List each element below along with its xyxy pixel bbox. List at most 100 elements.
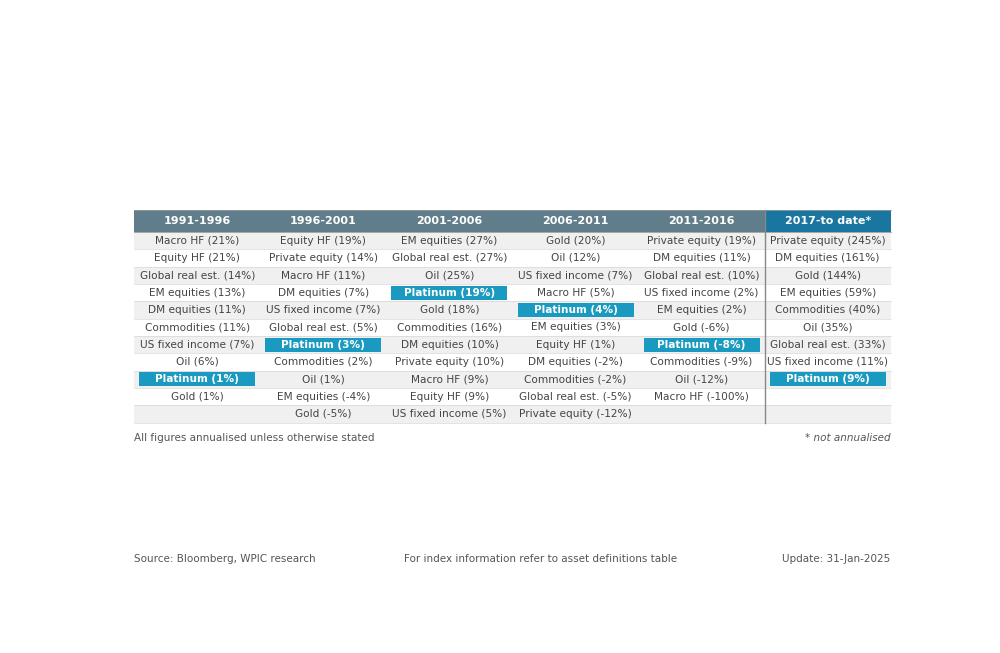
Bar xyxy=(260,232,386,249)
Text: Platinum (4%): Platinum (4%) xyxy=(534,305,617,315)
Bar xyxy=(512,336,639,353)
Bar xyxy=(134,301,260,319)
Text: Macro HF (-100%): Macro HF (-100%) xyxy=(654,392,749,402)
Text: EM equities (-4%): EM equities (-4%) xyxy=(277,392,370,402)
Bar xyxy=(639,319,765,336)
Text: Global real est. (27%): Global real est. (27%) xyxy=(392,253,507,263)
Bar xyxy=(134,232,260,249)
Bar xyxy=(765,336,891,353)
Bar xyxy=(386,249,513,266)
Text: Update: 31-Jan-2025: Update: 31-Jan-2025 xyxy=(782,554,891,564)
Bar xyxy=(765,388,891,406)
Text: DM equities (10%): DM equities (10%) xyxy=(401,340,498,349)
Bar xyxy=(260,388,386,406)
Bar xyxy=(134,210,260,232)
Bar xyxy=(386,284,513,301)
Text: Gold (-6%): Gold (-6%) xyxy=(673,323,730,332)
Bar xyxy=(765,353,891,370)
Bar xyxy=(260,210,386,232)
Bar xyxy=(639,370,765,388)
Text: Gold (144%): Gold (144%) xyxy=(795,270,861,280)
Text: US fixed income (2%): US fixed income (2%) xyxy=(644,287,759,298)
Bar xyxy=(639,388,765,406)
Text: Private equity (-12%): Private equity (-12%) xyxy=(519,409,632,419)
Bar xyxy=(639,406,765,422)
Bar xyxy=(518,303,634,317)
Bar xyxy=(134,249,260,266)
Bar xyxy=(134,336,260,353)
Text: DM equities (161%): DM equities (161%) xyxy=(775,253,880,263)
Bar xyxy=(765,301,891,319)
Text: Gold (18%): Gold (18%) xyxy=(420,305,479,315)
Bar xyxy=(512,388,639,406)
Text: Commodities (16%): Commodities (16%) xyxy=(397,323,502,332)
Bar xyxy=(765,370,891,388)
Text: Global real est. (-5%): Global real est. (-5%) xyxy=(519,392,632,402)
Text: 1996-2001: 1996-2001 xyxy=(290,216,357,226)
Bar xyxy=(386,353,513,370)
Bar xyxy=(134,266,260,284)
Text: Platinum (19%): Platinum (19%) xyxy=(404,287,495,298)
Text: Gold (-5%): Gold (-5%) xyxy=(295,409,352,419)
Bar xyxy=(639,210,765,232)
Bar xyxy=(765,249,891,266)
Text: Platinum (1%): Platinum (1%) xyxy=(155,374,239,384)
Bar xyxy=(260,301,386,319)
Bar xyxy=(639,284,765,301)
Bar xyxy=(386,210,513,232)
Text: Oil (35%): Oil (35%) xyxy=(803,323,852,332)
Bar xyxy=(260,266,386,284)
Text: 1991-1996: 1991-1996 xyxy=(164,216,231,226)
Text: US fixed income (5%): US fixed income (5%) xyxy=(392,409,507,419)
Bar xyxy=(639,232,765,249)
Text: US fixed income (11%): US fixed income (11%) xyxy=(767,357,888,367)
Text: Oil (25%): Oil (25%) xyxy=(425,270,474,280)
Bar xyxy=(391,285,507,300)
Text: Platinum (9%): Platinum (9%) xyxy=(786,374,870,384)
Text: Platinum (-8%): Platinum (-8%) xyxy=(657,340,746,349)
Text: Equity HF (9%): Equity HF (9%) xyxy=(410,392,489,402)
Bar xyxy=(512,406,639,422)
Text: Private equity (19%): Private equity (19%) xyxy=(647,236,756,246)
Text: DM equities (11%): DM equities (11%) xyxy=(148,305,246,315)
Bar xyxy=(260,249,386,266)
Bar xyxy=(639,301,765,319)
Bar xyxy=(386,388,513,406)
Bar xyxy=(139,372,255,386)
Bar xyxy=(512,353,639,370)
Text: 2017-to date*: 2017-to date* xyxy=(785,216,871,226)
Text: Commodities (11%): Commodities (11%) xyxy=(145,323,250,332)
Text: Gold (1%): Gold (1%) xyxy=(171,392,224,402)
Bar xyxy=(644,338,760,351)
Text: All figures annualised unless otherwise stated: All figures annualised unless otherwise … xyxy=(134,432,375,443)
Text: Global real est. (33%): Global real est. (33%) xyxy=(770,340,885,349)
Text: Equity HF (19%): Equity HF (19%) xyxy=(280,236,366,246)
Text: Oil (-12%): Oil (-12%) xyxy=(675,374,728,384)
Bar xyxy=(134,353,260,370)
Text: 2006-2011: 2006-2011 xyxy=(542,216,609,226)
Text: EM equities (59%): EM equities (59%) xyxy=(780,287,876,298)
Bar xyxy=(639,336,765,353)
Text: EM equities (13%): EM equities (13%) xyxy=(149,287,246,298)
Bar xyxy=(386,301,513,319)
Bar xyxy=(386,266,513,284)
Text: US fixed income (7%): US fixed income (7%) xyxy=(266,305,381,315)
Bar xyxy=(260,370,386,388)
Text: Global real est. (10%): Global real est. (10%) xyxy=(644,270,759,280)
Bar xyxy=(134,284,260,301)
Text: For index information refer to asset definitions table: For index information refer to asset def… xyxy=(404,554,677,564)
Bar xyxy=(765,406,891,422)
Text: Oil (1%): Oil (1%) xyxy=(302,374,345,384)
Text: DM equities (7%): DM equities (7%) xyxy=(278,287,369,298)
Text: EM equities (2%): EM equities (2%) xyxy=(657,305,746,315)
Text: Equity HF (1%): Equity HF (1%) xyxy=(536,340,615,349)
Text: Macro HF (21%): Macro HF (21%) xyxy=(155,236,239,246)
Bar xyxy=(512,370,639,388)
Text: Commodities (-9%): Commodities (-9%) xyxy=(650,357,753,367)
Text: Commodities (40%): Commodities (40%) xyxy=(775,305,880,315)
Text: Private equity (10%): Private equity (10%) xyxy=(395,357,504,367)
Bar xyxy=(765,319,891,336)
Text: Oil (12%): Oil (12%) xyxy=(551,253,600,263)
Bar xyxy=(639,266,765,284)
Bar xyxy=(639,249,765,266)
